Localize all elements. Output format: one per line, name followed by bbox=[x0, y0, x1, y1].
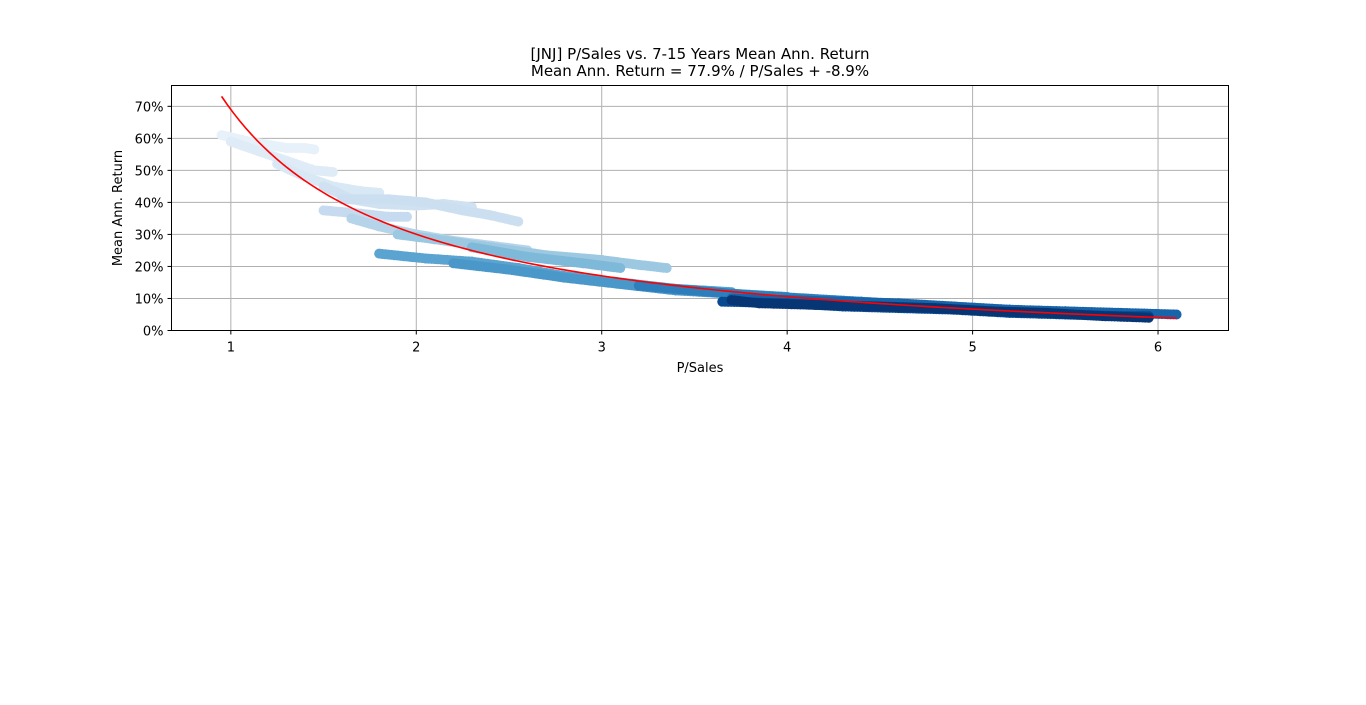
plot-frame bbox=[171, 85, 1229, 331]
y-tick-label: 10% bbox=[135, 292, 164, 307]
y-tick-label: 70% bbox=[135, 100, 164, 115]
x-tick-label: 5 bbox=[968, 341, 976, 356]
x-tick-label: 2 bbox=[412, 341, 420, 356]
x-tick-label: 3 bbox=[598, 341, 606, 356]
y-tick-label: 0% bbox=[143, 325, 164, 340]
data-point bbox=[513, 216, 524, 227]
data-point bbox=[1171, 309, 1182, 320]
data-points bbox=[216, 130, 1182, 323]
data-point bbox=[309, 144, 320, 155]
y-tick-label: 40% bbox=[135, 196, 164, 211]
data-point bbox=[615, 263, 626, 274]
y-tick-label: 60% bbox=[135, 132, 164, 147]
x-tick-label: 4 bbox=[783, 341, 791, 356]
data-point bbox=[661, 263, 672, 274]
fit-curve-layer bbox=[220, 95, 1177, 319]
y-tick-label: 30% bbox=[135, 228, 164, 243]
y-axis-ticks: 0% 10% 20% 30% 40% 50% 60% 70% bbox=[135, 100, 172, 340]
x-tick-label: 6 bbox=[1154, 341, 1162, 356]
y-axis-label: Mean Ann. Return bbox=[111, 150, 126, 266]
y-tick-label: 20% bbox=[135, 260, 164, 275]
x-axis-ticks: 1 2 3 4 5 6 bbox=[227, 330, 1162, 356]
x-tick-label: 1 bbox=[227, 341, 235, 356]
fit-curve bbox=[220, 95, 1177, 319]
data-point bbox=[402, 211, 413, 222]
chart-subtitle: Mean Ann. Return = 77.9% / P/Sales + -8.… bbox=[531, 62, 869, 80]
y-tick-label: 50% bbox=[135, 164, 164, 179]
chart-title: [JNJ] P/Sales vs. 7-15 Years Mean Ann. R… bbox=[531, 45, 870, 63]
data-point bbox=[327, 166, 338, 177]
x-axis-label: P/Sales bbox=[677, 361, 724, 376]
